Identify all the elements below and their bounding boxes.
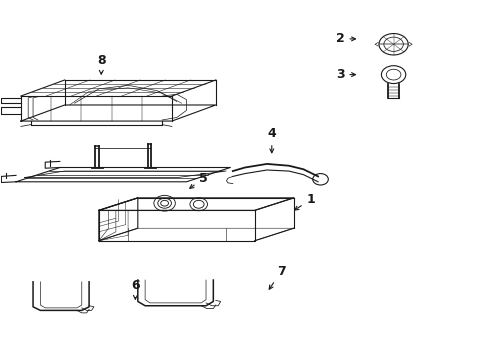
Text: 3: 3 [336,68,355,81]
Text: 8: 8 [97,54,105,74]
Text: 5: 5 [190,172,208,188]
Text: 6: 6 [131,279,140,299]
Text: 7: 7 [269,265,286,289]
Text: 1: 1 [294,193,315,210]
Text: 4: 4 [268,127,276,153]
Text: 2: 2 [336,32,355,45]
